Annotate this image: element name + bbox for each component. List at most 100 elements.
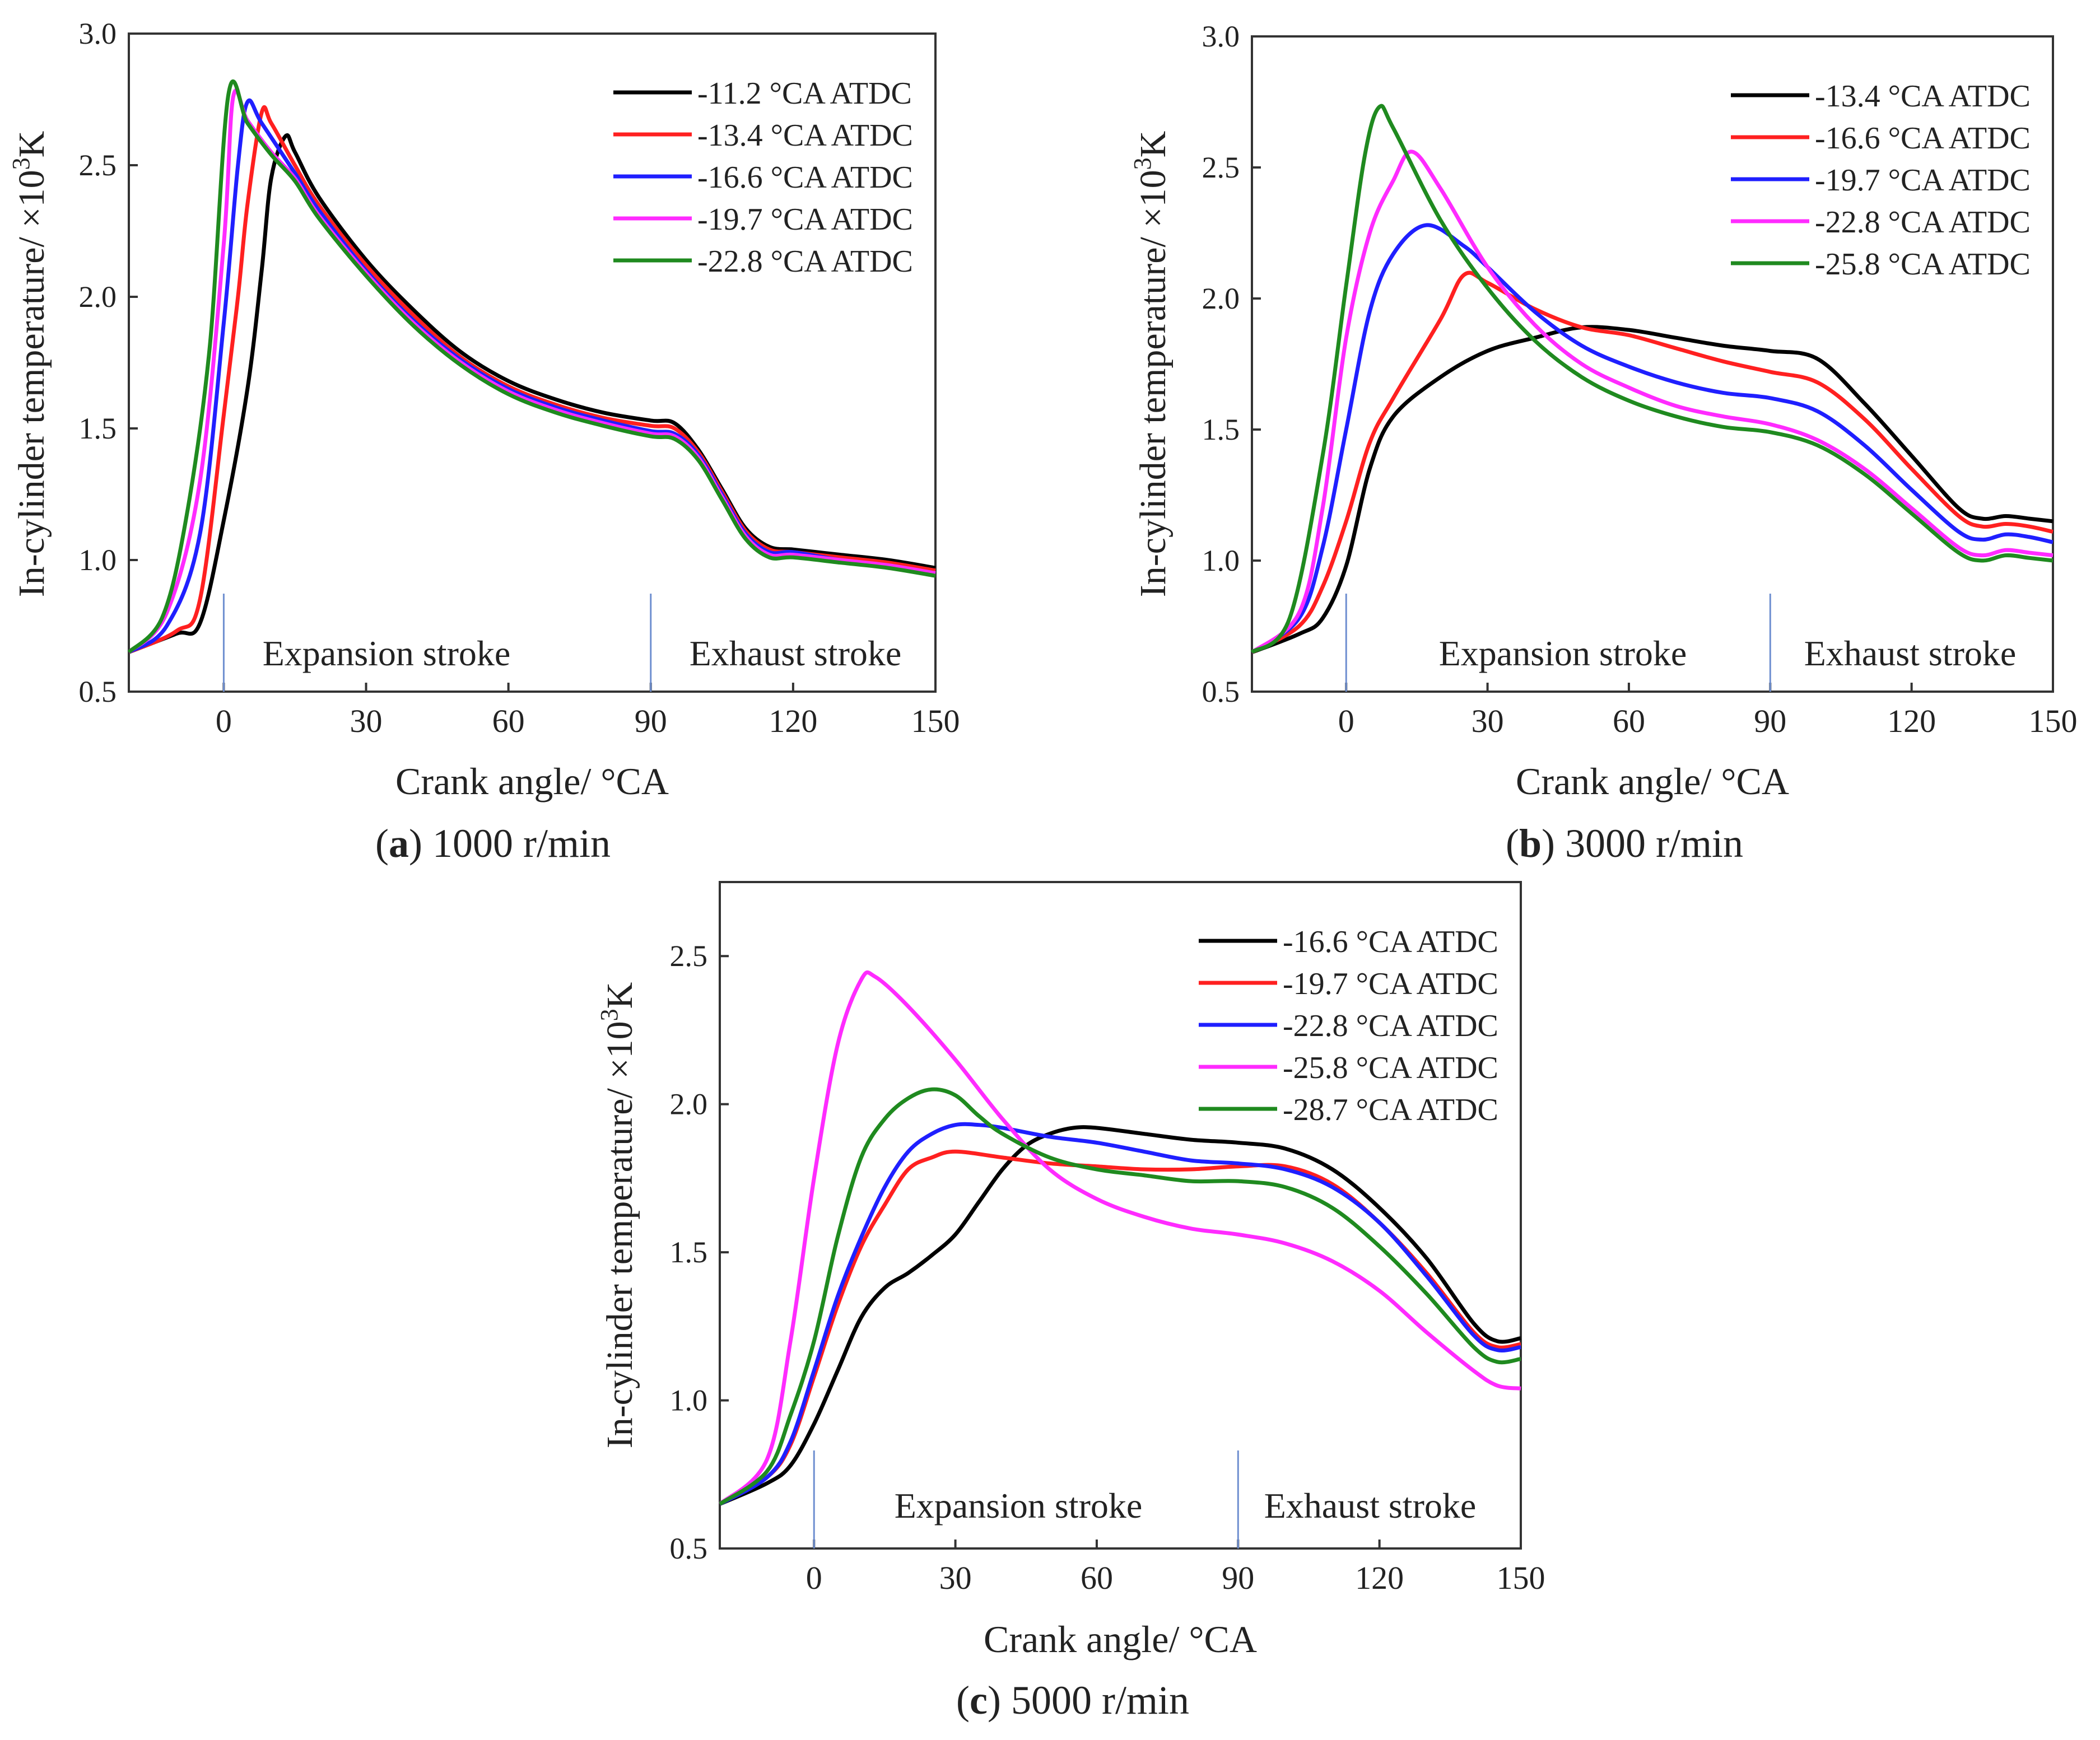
y-axis-ticks: 0.5 1.0 1.5 2.0 2.5 xyxy=(670,939,729,1565)
x-tick-label: 150 xyxy=(2029,703,2078,739)
legend-label: -13.4 °CA ATDC xyxy=(697,118,913,153)
legend-label: -28.7 °CA ATDC xyxy=(1283,1093,1498,1127)
x-tick-label: 30 xyxy=(1472,703,1504,739)
y-tick-label: 2.5 xyxy=(670,939,708,973)
series-line xyxy=(1251,325,2054,655)
x-tick-label: 90 xyxy=(1222,1560,1254,1596)
legend-label: -16.6 °CA ATDC xyxy=(1283,925,1498,959)
panel-caption: (b) 3000 r/min xyxy=(1506,821,1743,866)
series-line xyxy=(128,133,936,654)
series-line xyxy=(719,1125,1521,1506)
x-tick-label: 120 xyxy=(1887,703,1936,739)
x-tick-label: 150 xyxy=(911,703,960,739)
y-tick-label: 2.0 xyxy=(1202,282,1240,315)
plot-area-frame xyxy=(1251,35,2054,693)
y-tick-label: 1.5 xyxy=(1202,413,1240,446)
series-lines xyxy=(127,80,936,654)
legend-label: -19.7 °CA ATDC xyxy=(1283,967,1498,1001)
y-tick-label: 0.5 xyxy=(79,675,117,708)
series-lines xyxy=(1250,104,2054,655)
x-tick-label: 120 xyxy=(1355,1560,1404,1596)
y-tick-label: 1.0 xyxy=(670,1384,708,1417)
x-tick-label: 30 xyxy=(350,703,383,739)
x-tick-label: 0 xyxy=(216,703,232,739)
x-tick-label: 120 xyxy=(769,703,817,739)
x-axis-label: Crank angle/ °CA xyxy=(1516,760,1789,803)
x-tick-label: 60 xyxy=(1613,703,1645,739)
x-tick-label: 30 xyxy=(939,1560,972,1596)
legend-label: -22.8 °CA ATDC xyxy=(1283,1009,1498,1043)
y-tick-label: 1.0 xyxy=(1202,544,1240,577)
legend: -13.4 °CA ATDC -16.6 °CA ATDC -19.7 °CA AT… xyxy=(1731,79,2031,282)
legend-label: -22.8 °CA ATDC xyxy=(1815,205,2031,240)
panel-c: 0 30 60 90 120 150 0.5 1.0 1.5 2.0 2.5 Expansion … xyxy=(595,881,1545,1723)
x-axis-label: Crank angle/ °CA xyxy=(395,760,669,803)
exhaust-stroke-label: Exhaust stroke xyxy=(690,633,902,673)
legend: -16.6 °CA ATDC -19.7 °CA ATDC -22.8 °CA AT… xyxy=(1199,925,1498,1127)
plot-area-frame xyxy=(128,32,937,693)
y-tick-label: 1.5 xyxy=(670,1235,708,1269)
y-tick-label: 3.0 xyxy=(79,17,117,50)
y-axis-ticks: 0.5 1.0 1.5 2.0 2.5 3.0 xyxy=(1202,20,1261,708)
expansion-stroke-label: Expansion stroke xyxy=(895,1486,1143,1526)
expansion-stroke-label: Expansion stroke xyxy=(1439,633,1687,673)
x-axis-ticks: 0 30 60 90 120 150 xyxy=(1338,683,2078,739)
y-tick-label: 2.5 xyxy=(1202,151,1240,184)
y-tick-label: 2.0 xyxy=(670,1088,708,1121)
series-line xyxy=(719,1149,1521,1506)
x-tick-label: 90 xyxy=(1754,703,1786,739)
x-tick-label: 0 xyxy=(1338,703,1354,739)
y-tick-label: 2.0 xyxy=(79,280,117,314)
legend-label: -16.6 °CA ATDC xyxy=(697,160,913,195)
y-axis-label: In-cylinder temperature/ ×103K xyxy=(1129,131,1174,598)
y-axis-label: In-cylinder temperature/ ×103K xyxy=(595,982,640,1449)
y-axis-label: In-cylinder temperature/ ×103K xyxy=(7,131,52,598)
series-line xyxy=(1251,270,2054,654)
legend-label: -25.8 °CA ATDC xyxy=(1815,247,2031,282)
x-tick-label: 0 xyxy=(806,1560,822,1596)
series-line xyxy=(127,80,936,654)
legend-label: -11.2 °CA ATDC xyxy=(697,76,912,111)
y-tick-label: 2.5 xyxy=(79,148,117,182)
x-tick-label: 60 xyxy=(1081,1560,1113,1596)
y-tick-label: 0.5 xyxy=(1202,675,1240,708)
panel-a: 0 30 60 90 120 150 0.5 1.0 1.5 2.0 2.5 3.0 Expansi… xyxy=(7,17,960,866)
legend-label: -16.6 °CA ATDC xyxy=(1815,121,2031,156)
legend-label: -22.8 °CA ATDC xyxy=(697,244,913,279)
stroke-markers xyxy=(813,1450,1239,1548)
x-tick-label: 60 xyxy=(492,703,525,739)
stroke-markers xyxy=(222,594,652,692)
panel-b: 0 30 60 90 120 150 0.5 1.0 1.5 2.0 2.5 3.0 Expansi… xyxy=(1129,20,2078,866)
exhaust-stroke-label: Exhaust stroke xyxy=(1264,1486,1477,1526)
y-axis-ticks: 0.5 1.0 1.5 2.0 2.5 3.0 xyxy=(79,17,138,708)
legend: -11.2 °CA ATDC -13.4 °CA ATDC -16.6 °CA AT… xyxy=(613,76,913,279)
series-line xyxy=(127,88,936,654)
series-line xyxy=(718,970,1521,1506)
exhaust-stroke-label: Exhaust stroke xyxy=(1804,633,2017,673)
y-tick-label: 1.5 xyxy=(79,412,117,445)
panel-caption: (c) 5000 r/min xyxy=(956,1678,1189,1723)
x-tick-label: 90 xyxy=(635,703,667,739)
series-line xyxy=(128,98,936,654)
stroke-markers xyxy=(1345,594,1771,692)
plot-area-frame xyxy=(719,881,1522,1550)
x-axis-label: Crank angle/ °CA xyxy=(984,1618,1257,1660)
legend-label: -13.4 °CA ATDC xyxy=(1815,79,2031,114)
series-line xyxy=(1250,150,2054,654)
series-lines xyxy=(718,970,1521,1506)
x-tick-label: 150 xyxy=(1497,1560,1545,1596)
y-tick-label: 3.0 xyxy=(1202,20,1240,53)
legend-label: -19.7 °CA ATDC xyxy=(1815,163,2031,198)
series-line xyxy=(1250,104,2054,654)
y-tick-label: 1.0 xyxy=(79,543,117,577)
panel-caption: (a) 1000 r/min xyxy=(375,821,611,866)
x-axis-ticks: 0 30 60 90 120 150 xyxy=(806,1540,1545,1596)
series-line xyxy=(1250,223,2054,654)
legend-label: -25.8 °CA ATDC xyxy=(1283,1051,1498,1085)
series-line xyxy=(719,1087,1521,1506)
series-line xyxy=(719,1122,1521,1506)
y-tick-label: 0.5 xyxy=(670,1532,708,1565)
legend-label: -19.7 °CA ATDC xyxy=(697,202,913,237)
x-axis-ticks: 0 30 60 90 120 150 xyxy=(216,683,960,739)
